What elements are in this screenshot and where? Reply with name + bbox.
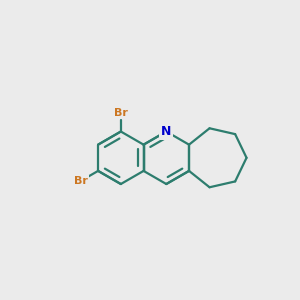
Text: Br: Br	[114, 108, 128, 118]
Text: Br: Br	[74, 176, 88, 186]
Text: N: N	[161, 125, 172, 138]
